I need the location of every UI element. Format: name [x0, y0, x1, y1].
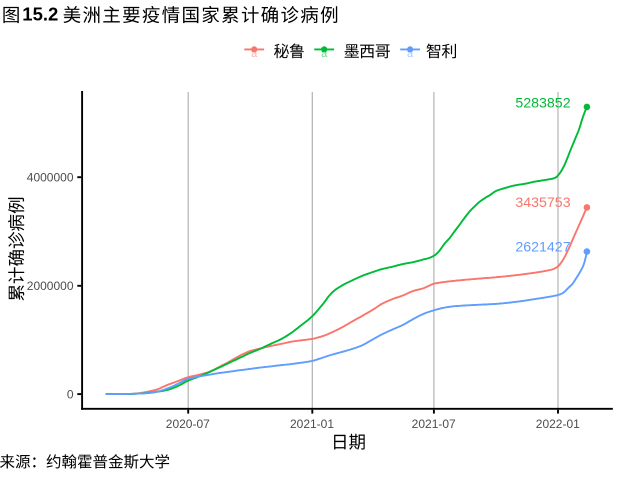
svg-text:2021-07: 2021-07 [412, 417, 456, 431]
svg-text:2621427: 2621427 [515, 240, 570, 256]
svg-text:a: a [321, 48, 328, 60]
svg-text:3435753: 3435753 [515, 195, 570, 211]
svg-text:4000000: 4000000 [27, 170, 74, 184]
svg-text:5283852: 5283852 [515, 96, 570, 112]
svg-text:a: a [407, 48, 414, 60]
svg-text:15.2: 15.2 [22, 4, 58, 25]
svg-text:2020-07: 2020-07 [166, 417, 210, 431]
svg-text:0: 0 [67, 387, 74, 401]
svg-text:a: a [251, 48, 258, 60]
svg-text:2021-01: 2021-01 [290, 417, 334, 431]
svg-text:2000000: 2000000 [27, 279, 74, 293]
svg-text:2022-01: 2022-01 [536, 417, 580, 431]
